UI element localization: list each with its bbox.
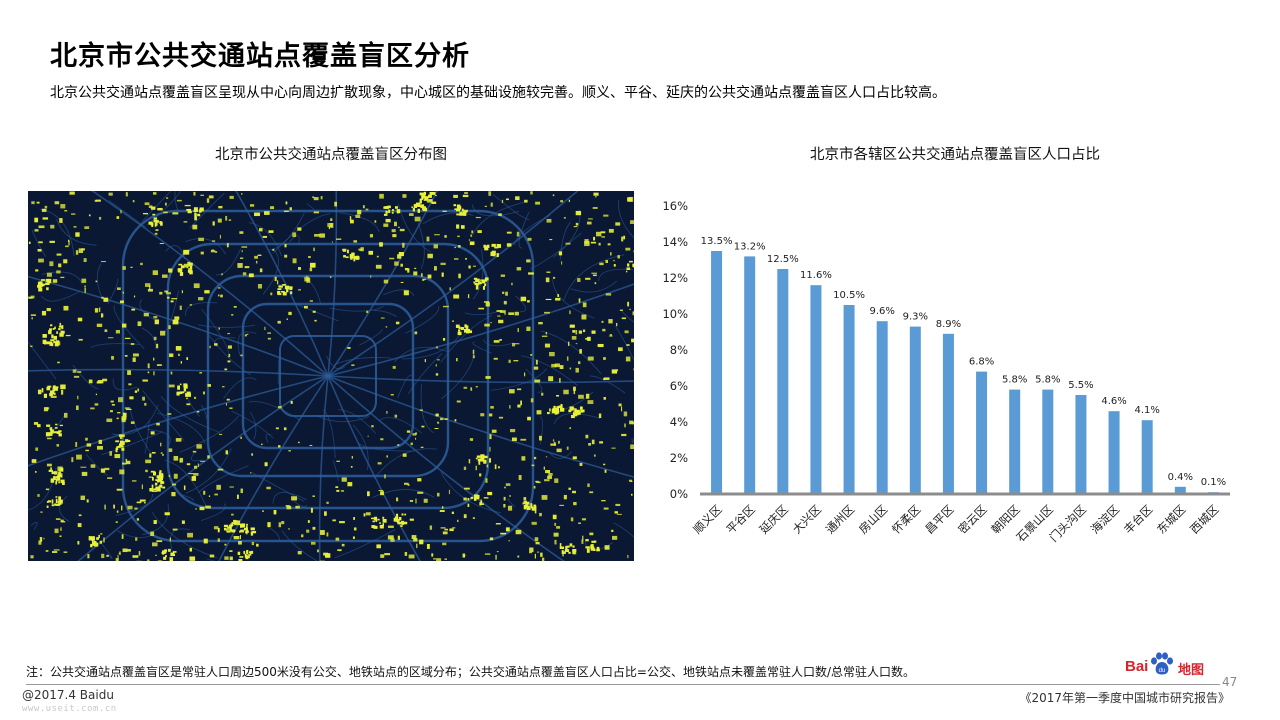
bar bbox=[711, 251, 723, 494]
logo-cn-text: 地图 bbox=[1178, 663, 1205, 678]
bar bbox=[843, 305, 855, 494]
footnote: 注：公共交通站点覆盖盲区是常驻人口周边500米没有公交、地铁站点的区域分布；公共… bbox=[26, 665, 916, 679]
population-ratio-chart: 0% 2% 4% 6% 8% 10% 12% 14% 16% 13.5% 顺义区 13.2% 平谷区 12… bbox=[650, 190, 1260, 560]
map-canvas bbox=[28, 191, 634, 561]
y-tick-label: 16% bbox=[662, 199, 688, 213]
bar-data-label: 0.4% bbox=[1168, 472, 1193, 483]
bar bbox=[876, 321, 888, 494]
bar-data-label: 6.8% bbox=[969, 357, 994, 368]
y-tick-label: 10% bbox=[662, 307, 688, 321]
y-tick-label: 6% bbox=[670, 379, 688, 393]
bar-data-label: 10.5% bbox=[833, 290, 865, 301]
bar bbox=[1108, 411, 1120, 494]
x-category-label: 通州区 bbox=[823, 502, 857, 536]
bar bbox=[744, 256, 756, 494]
blind-zone-patches bbox=[28, 191, 634, 561]
bar-data-label: 13.5% bbox=[701, 236, 733, 247]
bar bbox=[976, 371, 988, 494]
watermark: www.useit.com.cn bbox=[22, 704, 117, 714]
bar-data-label: 9.6% bbox=[869, 306, 894, 317]
x-category-label: 顺义区 bbox=[690, 502, 724, 536]
bar bbox=[810, 285, 822, 494]
bar-chart-canvas: 0% 2% 4% 6% 8% 10% 12% 14% 16% 13.5% 顺义区 13.2% 平谷区 12… bbox=[662, 199, 1230, 545]
bar bbox=[1141, 420, 1153, 494]
x-category-label: 海淀区 bbox=[1088, 502, 1122, 536]
bar bbox=[1174, 486, 1186, 494]
y-tick-label: 8% bbox=[670, 343, 688, 357]
bar-data-label: 4.6% bbox=[1101, 396, 1126, 407]
bar-data-label: 5.5% bbox=[1068, 380, 1093, 391]
bar-data-label: 5.8% bbox=[1035, 375, 1060, 386]
footer-divider bbox=[26, 684, 1220, 685]
y-tick-label: 2% bbox=[670, 451, 688, 465]
bar bbox=[1075, 395, 1087, 494]
bar-data-label: 11.6% bbox=[800, 270, 832, 281]
chart-title: 北京市各辖区公共交通站点覆盖盲区人口占比 bbox=[810, 147, 1100, 163]
road-network bbox=[28, 191, 634, 561]
page-number: 47 bbox=[1222, 675, 1238, 689]
page-title: 北京市公共交通站点覆盖盲区分析 bbox=[50, 41, 470, 72]
y-tick-label: 4% bbox=[670, 415, 688, 429]
x-category-label: 延庆区 bbox=[757, 502, 791, 536]
x-category-label: 昌平区 bbox=[922, 502, 956, 536]
bar-data-label: 0.1% bbox=[1201, 477, 1226, 488]
bar-data-label: 9.3% bbox=[903, 312, 928, 323]
bar bbox=[777, 269, 789, 494]
bar bbox=[942, 333, 954, 494]
bar-data-label: 5.8% bbox=[1002, 375, 1027, 386]
x-category-label: 房山区 bbox=[856, 502, 890, 536]
copyright: @2017.4 Baidu bbox=[22, 688, 114, 702]
x-category-label: 西城区 bbox=[1187, 502, 1221, 536]
bar bbox=[1042, 389, 1054, 494]
x-category-label: 怀柔区 bbox=[889, 502, 923, 536]
blind-zone-map bbox=[28, 191, 634, 561]
y-tick-label: 14% bbox=[662, 235, 688, 249]
bar-data-label: 12.5% bbox=[767, 254, 799, 265]
y-tick-label: 0% bbox=[670, 487, 688, 501]
report-name: 《2017年第一季度中国城市研究报告》 bbox=[1019, 691, 1230, 705]
baidu-map-logo: Bai du 地图 bbox=[1125, 652, 1211, 678]
bar bbox=[1009, 389, 1021, 494]
x-category-label: 密云区 bbox=[955, 502, 989, 536]
svg-text:du: du bbox=[1159, 668, 1166, 674]
x-category-label: 丰台区 bbox=[1121, 502, 1155, 536]
x-category-label: 东城区 bbox=[1154, 502, 1188, 536]
paw-icon: du bbox=[1151, 652, 1173, 675]
map-title: 北京市公共交通站点覆盖盲区分布图 bbox=[215, 147, 447, 163]
x-category-label: 门头沟区 bbox=[1047, 502, 1089, 544]
x-category-label: 大兴区 bbox=[790, 502, 824, 536]
bar-data-label: 4.1% bbox=[1134, 405, 1159, 416]
bar-data-label: 13.2% bbox=[734, 241, 766, 252]
bar-data-label: 8.9% bbox=[936, 319, 961, 330]
logo-text: Bai bbox=[1125, 658, 1149, 675]
x-category-label: 平谷区 bbox=[724, 502, 758, 536]
y-tick-label: 12% bbox=[662, 271, 688, 285]
bar bbox=[909, 326, 921, 494]
page-subtitle: 北京公共交通站点覆盖盲区呈现从中心向周边扩散现象，中心城区的基础设施较完善。顺义… bbox=[50, 85, 946, 101]
